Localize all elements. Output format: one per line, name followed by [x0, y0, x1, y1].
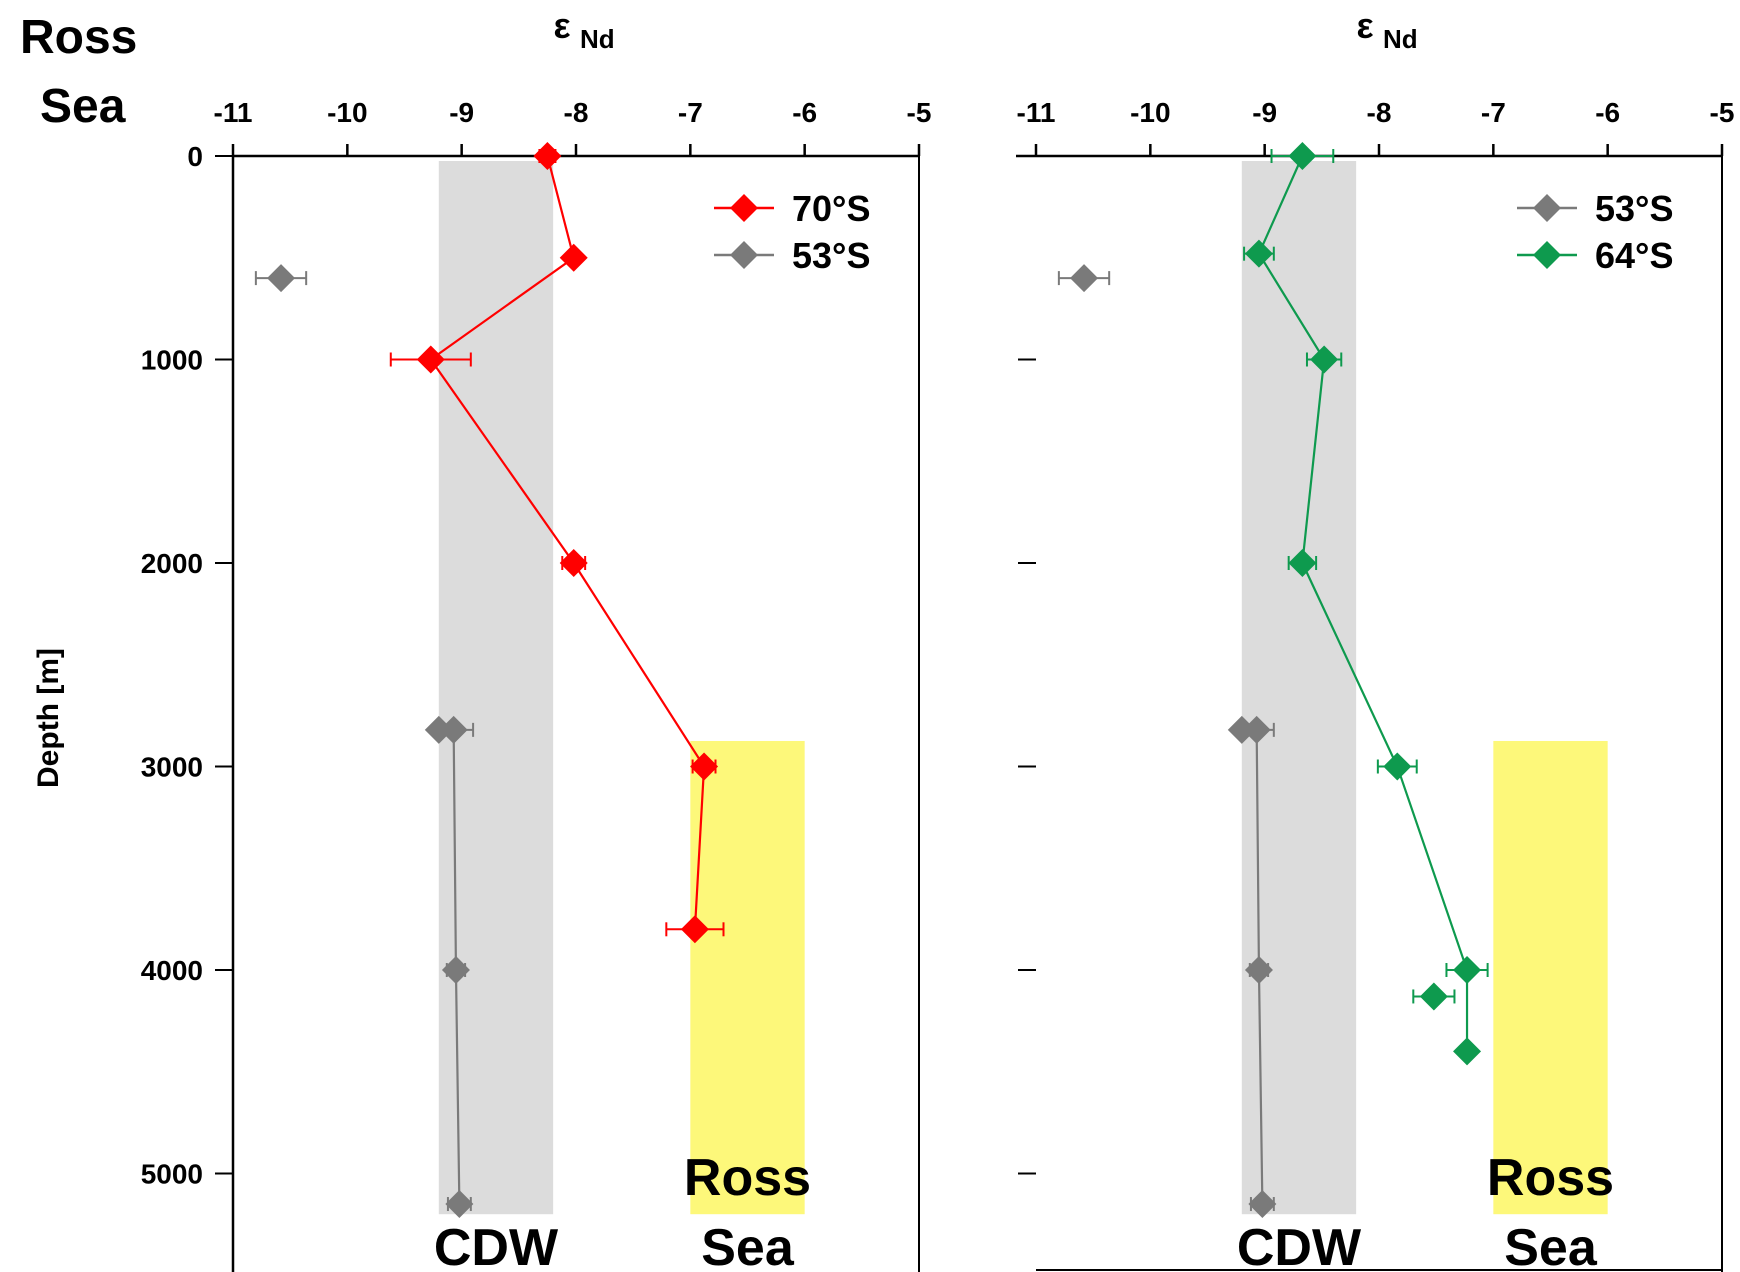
data-point	[559, 243, 588, 272]
ross-sea-band-label: Ross	[684, 1149, 811, 1207]
x-tick-label: -10	[327, 97, 367, 128]
ross-sea-band	[1493, 740, 1608, 1215]
x-tick-label: -11	[1017, 97, 1056, 128]
region-label-line2: Sea	[40, 80, 126, 133]
x-axis-label: ε	[1356, 5, 1373, 46]
x-tick-label: -11	[214, 97, 253, 128]
cdw-band-label: CDW	[434, 1219, 559, 1272]
x-tick-label: -8	[564, 97, 589, 128]
region-label-line1: Ross	[20, 11, 137, 64]
data-point	[1419, 982, 1448, 1011]
legend-marker	[1533, 241, 1561, 269]
data-point	[1310, 345, 1339, 374]
data-point	[1227, 715, 1256, 744]
data-point	[1453, 956, 1482, 984]
legend-marker	[1533, 194, 1561, 222]
data-point	[1244, 239, 1273, 268]
x-tick-label: -7	[678, 97, 703, 128]
legend-label: 70°S	[792, 188, 870, 229]
data-point	[680, 915, 709, 944]
y-tick-label: 5000	[141, 1159, 203, 1190]
y-tick-label: 4000	[141, 955, 203, 986]
ross-sea-band-label: Sea	[1504, 1219, 1598, 1272]
y-tick-label: 2000	[141, 548, 203, 579]
data-point	[1242, 715, 1271, 744]
data-point	[424, 715, 453, 744]
x-tick-label: -5	[907, 97, 932, 128]
x-axis-label-subscript: Nd	[1383, 24, 1418, 54]
cdw-band-label: CDW	[1237, 1219, 1362, 1272]
x-axis-label-subscript: Nd	[580, 24, 615, 54]
x-tick-label: -7	[1481, 97, 1506, 128]
data-point	[1248, 1190, 1277, 1219]
y-tick-label: 0	[187, 141, 203, 172]
region-label: Ross Sea	[20, 11, 137, 133]
data-point	[1244, 956, 1273, 984]
left-panel: CDW Ross Sea -11 -10 -9 -8 -7 -6 -5 0 1000 2000 3000 4…	[141, 5, 932, 1272]
ross-sea-band	[690, 740, 805, 1215]
data-point	[690, 752, 719, 781]
legend-label: 53°S	[1595, 188, 1673, 229]
y-tick-label: 3000	[141, 752, 203, 783]
data-point	[416, 345, 445, 374]
ross-sea-band-label: Sea	[701, 1219, 795, 1272]
ross-sea-band-label: Ross	[1487, 1149, 1614, 1207]
data-point	[1288, 549, 1317, 577]
x-axis-label: ε	[553, 5, 570, 46]
x-tick-label: -9	[1252, 97, 1277, 128]
y-tick-label: 1000	[141, 345, 203, 376]
data-point	[439, 715, 468, 744]
series-line	[429, 155, 706, 930]
data-point	[1383, 752, 1412, 781]
legend-label: 53°S	[792, 235, 870, 276]
data-point	[1070, 264, 1099, 293]
data-point	[267, 264, 296, 293]
x-tick-label: -9	[449, 97, 474, 128]
x-tick-label: -5	[1710, 97, 1735, 128]
right-panel: CDW Ross Sea -11 -10 -9 -8 -7 -6 -5 ε Nd 53°S 64°S	[1016, 5, 1734, 1272]
data-point	[1288, 142, 1317, 170]
x-tick-label: -10	[1130, 97, 1170, 128]
data-point	[533, 142, 562, 170]
y-axis-label: Depth [m]	[32, 648, 65, 788]
legend-marker	[730, 194, 758, 222]
data-point	[445, 1190, 474, 1219]
data-point	[441, 956, 470, 984]
x-tick-label: -6	[1595, 97, 1620, 128]
cdw-band	[438, 161, 554, 1215]
legend-label: 64°S	[1595, 235, 1673, 276]
data-point	[1453, 1037, 1482, 1066]
data-point	[559, 549, 588, 577]
x-tick-label: -8	[1367, 97, 1392, 128]
legend-marker	[730, 241, 758, 269]
x-tick-label: -6	[792, 97, 817, 128]
